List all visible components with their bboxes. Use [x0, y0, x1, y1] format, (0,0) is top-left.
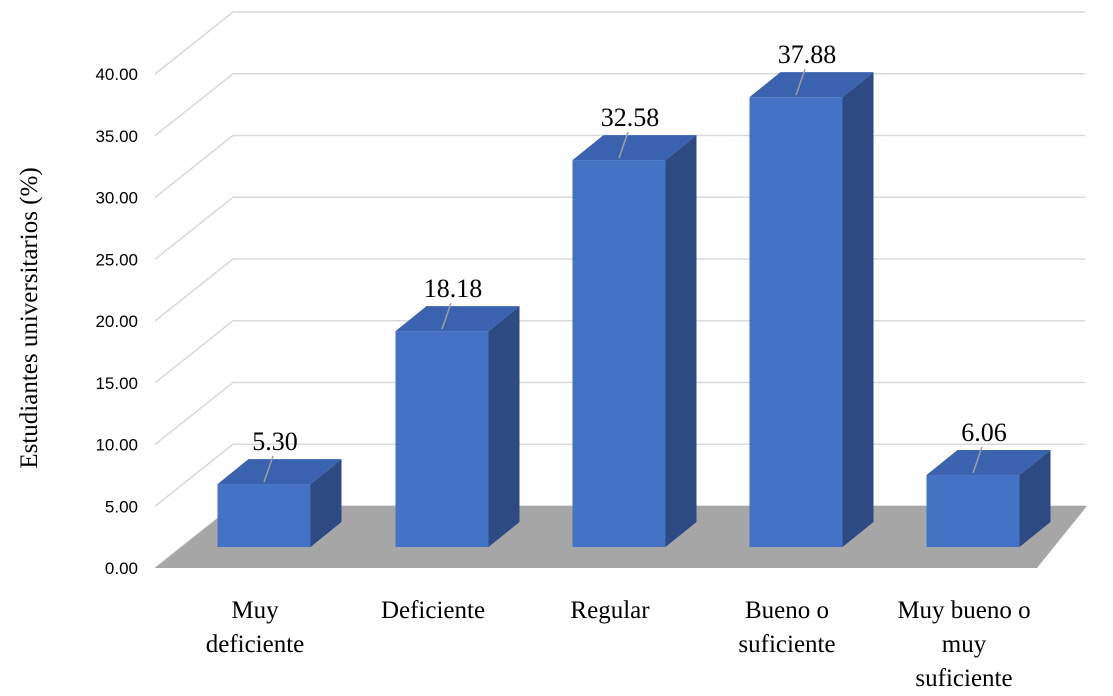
bar-top: [395, 306, 520, 332]
category-label: suficiente: [738, 631, 835, 658]
data-label-leader: [795, 68, 806, 96]
y-tick-label: 35.00: [95, 127, 138, 146]
bar-top: [217, 459, 342, 485]
data-label: 37.88: [778, 40, 837, 69]
data-label: 6.06: [961, 418, 1007, 447]
bar: [395, 331, 489, 547]
bar-top: [749, 72, 874, 98]
bar-top: [572, 135, 697, 161]
y-tick-label: 5.00: [105, 497, 138, 516]
data-label-leader: [441, 302, 452, 330]
y-tick-label: 40.00: [95, 65, 138, 84]
data-label-leader: [618, 131, 629, 159]
bar-side: [488, 306, 520, 547]
category-label: Bueno o: [745, 597, 829, 624]
y-tick-label: 10.00: [95, 436, 138, 455]
bar-side: [1019, 450, 1051, 547]
y-tick-label: 15.00: [95, 374, 138, 393]
category-label: Regular: [570, 597, 650, 624]
bar: [572, 160, 666, 548]
bar-side: [842, 72, 874, 548]
bar-side: [310, 459, 342, 547]
category-label: Deficiente: [381, 597, 485, 624]
category-label: Muy bueno o: [897, 597, 1030, 624]
data-label-leader: [972, 446, 983, 474]
bar: [926, 475, 1020, 547]
category-label: suficiente: [915, 665, 1012, 692]
data-label-leader: [263, 455, 274, 483]
category-label: Muy: [231, 597, 279, 624]
gridline: [154, 11, 1085, 75]
data-label: 18.18: [424, 274, 483, 303]
data-label: 32.58: [601, 103, 660, 132]
y-tick-label: 25.00: [95, 250, 138, 269]
y-tick-label: 0.00: [105, 559, 138, 578]
bar-top: [926, 450, 1051, 476]
y-tick-label: 30.00: [95, 189, 138, 208]
bar-side: [665, 135, 697, 548]
category-label: muy: [942, 631, 987, 658]
y-tick-label: 20.00: [95, 312, 138, 331]
data-label: 5.30: [252, 427, 298, 456]
category-label: deficiente: [206, 631, 305, 658]
bar: [217, 484, 311, 547]
bar: [749, 97, 843, 548]
